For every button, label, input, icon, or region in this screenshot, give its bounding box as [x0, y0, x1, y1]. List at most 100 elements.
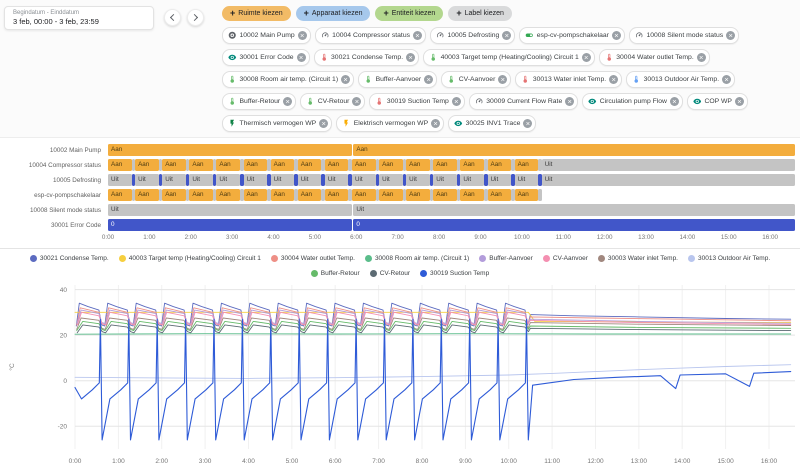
series-line-30008-room-air-temp-circuit-1[interactable]: [74, 333, 792, 335]
state-segment[interactable]: [456, 174, 461, 186]
series-line-30019-suction-temp[interactable]: [74, 318, 792, 441]
state-segment[interactable]: [294, 189, 298, 201]
close-icon[interactable]: ×: [319, 119, 329, 128]
entity-chip-buffer-retour[interactable]: Buffer-Retour ×: [222, 93, 297, 110]
state-segment[interactable]: Aan: [162, 189, 186, 201]
state-segment[interactable]: [185, 174, 190, 186]
state-segment[interactable]: [131, 159, 136, 171]
legend-item-30021-condense-temp[interactable]: 30021 Condense Temp.: [29, 255, 109, 262]
state-segment[interactable]: Uit: [351, 174, 376, 186]
close-icon[interactable]: ×: [726, 31, 736, 40]
state-segment[interactable]: [131, 189, 136, 201]
state-segment[interactable]: [483, 189, 488, 201]
entity-chip-buffer-aanvoer[interactable]: Buffer-Aanvoer ×: [358, 71, 438, 88]
entity-chip-30001-error-code[interactable]: 30001 Error Code ×: [222, 49, 310, 66]
close-icon[interactable]: ×: [523, 119, 533, 128]
entity-chip-10005-defrosting[interactable]: 10005 Defrosting ×: [430, 27, 516, 44]
close-icon[interactable]: ×: [297, 31, 307, 40]
state-segment[interactable]: 0: [108, 219, 353, 231]
state-segment[interactable]: Aan: [353, 144, 795, 156]
state-segment[interactable]: Aan: [162, 159, 186, 171]
close-icon[interactable]: ×: [565, 97, 575, 106]
state-segment[interactable]: Aan: [243, 159, 268, 171]
legend-item-buffer-retour[interactable]: Buffer-Retour: [310, 270, 360, 277]
state-segment[interactable]: [375, 159, 380, 171]
close-icon[interactable]: ×: [581, 53, 591, 62]
series-line-30013-outdoor-air-temp[interactable]: [74, 364, 792, 379]
state-segment[interactable]: Aan: [108, 189, 132, 201]
state-segment[interactable]: Aan: [270, 159, 295, 171]
previous-period-button[interactable]: [164, 9, 181, 26]
close-icon[interactable]: ×: [502, 31, 512, 40]
filter-chip-entiteit-kiezen[interactable]: + Entiteit kiezen: [375, 6, 444, 21]
state-segment[interactable]: Aan: [460, 189, 484, 201]
close-icon[interactable]: ×: [352, 97, 362, 106]
state-segment[interactable]: [212, 189, 217, 201]
state-segment[interactable]: Aan: [433, 189, 457, 201]
date-range-picker[interactable]: Begindatum - Einddatum 3 feb, 00:00 - 3 …: [4, 6, 154, 30]
entity-chip-40003-target-temp-heating-cooling-circuit-1[interactable]: 40003 Target temp (Heating/Cooling) Circ…: [423, 49, 595, 66]
state-segment[interactable]: Aan: [460, 159, 484, 171]
state-segment[interactable]: [402, 174, 407, 186]
entity-chip-esp-cv-pompschakelaar[interactable]: esp-cv-pompschakelaar ×: [519, 27, 625, 44]
state-segment[interactable]: Aan: [487, 189, 512, 201]
legend-item-buffer-aanvoer[interactable]: Buffer-Aanvoer: [479, 255, 533, 262]
entity-chip-30013-water-inlet-temp[interactable]: 30013 Water inlet Temp. ×: [515, 71, 623, 88]
state-segment[interactable]: Aan: [297, 189, 322, 201]
state-segment[interactable]: [375, 174, 380, 186]
state-segment[interactable]: Aan: [351, 189, 376, 201]
legend-item-30004-water-outlet-temp[interactable]: 30004 Water outlet Temp.: [270, 255, 355, 262]
series-line-cv-aanvoer[interactable]: [77, 311, 792, 326]
close-icon[interactable]: ×: [498, 75, 508, 84]
state-segment[interactable]: [538, 159, 542, 171]
state-segment[interactable]: Uit: [108, 204, 353, 216]
state-segment[interactable]: Aan: [243, 189, 268, 201]
state-segment[interactable]: [456, 189, 461, 201]
state-segment[interactable]: Aan: [487, 159, 512, 171]
state-segment[interactable]: [348, 189, 352, 201]
entity-chip-cv-aanvoer[interactable]: CV-Aanvoer ×: [441, 71, 512, 88]
close-icon[interactable]: ×: [424, 75, 434, 84]
state-segment[interactable]: [483, 174, 488, 186]
entity-chip-30013-outdoor-air-temp[interactable]: 30013 Outdoor Air Temp. ×: [626, 71, 736, 88]
state-segment[interactable]: [511, 189, 515, 201]
legend-item-30013-outdoor-air-temp[interactable]: 30013 Outdoor Air Temp.: [688, 255, 770, 262]
state-segment[interactable]: [294, 174, 298, 186]
close-icon[interactable]: ×: [431, 119, 441, 128]
state-segment[interactable]: [321, 159, 325, 171]
close-icon[interactable]: ×: [283, 97, 293, 106]
close-icon[interactable]: ×: [341, 75, 351, 84]
close-icon[interactable]: ×: [734, 97, 744, 106]
state-segment[interactable]: Aan: [135, 159, 159, 171]
entity-chip-30019-suction-temp[interactable]: 30019 Suction Temp ×: [369, 93, 465, 110]
state-segment[interactable]: [131, 174, 136, 186]
state-segment[interactable]: Aan: [433, 159, 457, 171]
state-segment[interactable]: Uit: [541, 174, 795, 186]
state-segment[interactable]: [456, 159, 461, 171]
state-segment[interactable]: [158, 189, 163, 201]
entity-chip-elektrisch-vermogen-wp[interactable]: Elektrisch vermogen WP ×: [336, 115, 445, 132]
close-icon[interactable]: ×: [296, 53, 306, 62]
entity-chip-30021-condense-temp[interactable]: 30021 Condense Temp. ×: [313, 49, 420, 66]
state-segment[interactable]: [429, 159, 434, 171]
close-icon[interactable]: ×: [722, 75, 732, 84]
close-icon[interactable]: ×: [669, 97, 679, 106]
state-segment[interactable]: Uit: [324, 174, 349, 186]
state-segment[interactable]: [158, 159, 163, 171]
entity-chip-10008-silent-mode-status[interactable]: 10008 Silent mode status ×: [628, 27, 740, 44]
state-segment[interactable]: Aan: [189, 189, 213, 201]
state-segment[interactable]: [348, 159, 352, 171]
legend-item-cv-aanvoer[interactable]: CV-Aanvoer: [542, 255, 588, 262]
state-segment[interactable]: [240, 189, 244, 201]
state-segment[interactable]: Aan: [379, 189, 403, 201]
state-segment[interactable]: Uit: [189, 174, 213, 186]
state-segment[interactable]: [240, 159, 244, 171]
legend-item-30003-water-inlet-temp[interactable]: 30003 Water inlet Temp.: [597, 255, 678, 262]
state-segment[interactable]: Uit: [460, 174, 484, 186]
next-period-button[interactable]: [187, 9, 204, 26]
state-segment[interactable]: Aan: [216, 189, 240, 201]
state-segment[interactable]: [212, 159, 217, 171]
series-line-buffer-retour[interactable]: [76, 320, 792, 332]
state-segment[interactable]: Uit: [514, 174, 539, 186]
entity-chip-thermisch-vermogen-wp[interactable]: Thermisch vermogen WP ×: [222, 115, 333, 132]
